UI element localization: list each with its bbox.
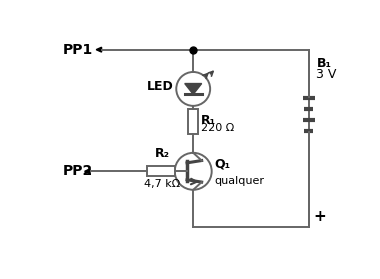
Text: PP1: PP1: [62, 43, 93, 57]
Bar: [188, 109, 198, 134]
Text: PP2: PP2: [62, 164, 93, 178]
Polygon shape: [185, 83, 202, 94]
Text: B₁: B₁: [317, 57, 331, 70]
Text: Q₁: Q₁: [215, 157, 231, 170]
Text: 3 V: 3 V: [317, 68, 337, 81]
Text: +: +: [314, 209, 326, 224]
Text: 4,7 kΩ: 4,7 kΩ: [144, 179, 180, 189]
Polygon shape: [96, 47, 101, 52]
Text: R₁: R₁: [201, 114, 217, 127]
Text: R₂: R₂: [155, 147, 170, 160]
Text: 220 Ω: 220 Ω: [201, 123, 234, 133]
Text: LED: LED: [146, 80, 173, 93]
Bar: [147, 166, 175, 176]
Polygon shape: [85, 169, 90, 174]
Text: qualquer: qualquer: [215, 176, 265, 186]
